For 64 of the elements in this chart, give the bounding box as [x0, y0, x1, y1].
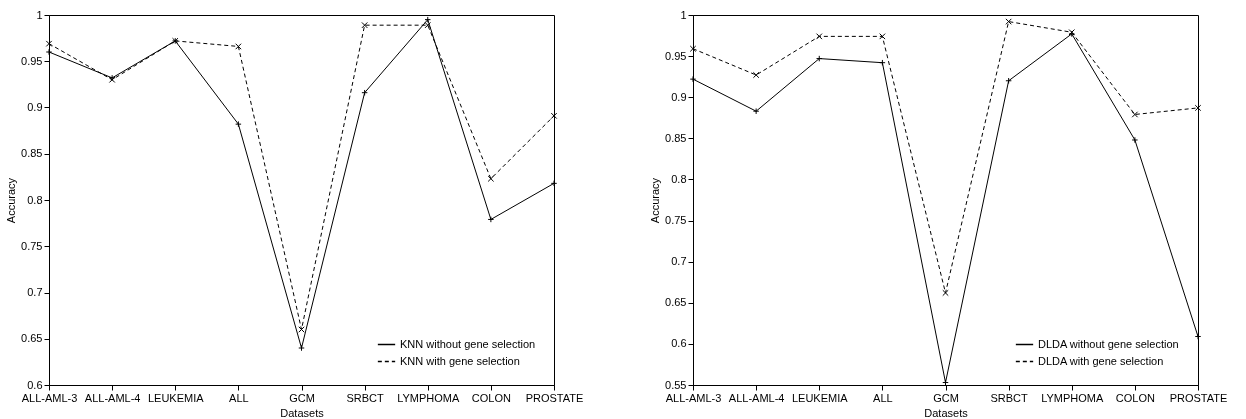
y-tick-label: 0.9: [671, 90, 687, 103]
y-tick-label: 0.8: [671, 172, 687, 185]
point: [1005, 18, 1012, 25]
x-tick-label: ALL-AML-3: [665, 391, 722, 404]
x-tick-label: ALL: [873, 391, 893, 404]
y-tick-label: 0.65: [665, 296, 687, 309]
point: [752, 107, 760, 115]
point: [942, 289, 949, 297]
y-tick-label: 0.75: [21, 239, 43, 252]
legend-label: KNN without gene selection: [400, 337, 536, 350]
x-tick-label: COLON: [471, 391, 511, 404]
point: [752, 71, 760, 79]
y-tick-label: 1: [36, 8, 43, 21]
legend-label: DLDA without gene selection: [1038, 337, 1179, 350]
point: [361, 21, 368, 29]
y-tick-label: 0.9: [27, 101, 43, 113]
point: [487, 175, 495, 182]
x-tick-label: LYMPHOMA: [1041, 391, 1104, 404]
x-tick-label: ALL-AML-4: [84, 391, 141, 404]
point: [879, 33, 886, 40]
point: [487, 216, 495, 223]
x-tick-label: LYMPHOMA: [397, 391, 460, 404]
y-tick-label: 0.8: [27, 193, 43, 206]
y-tick-label: 0.6: [27, 378, 43, 391]
y-tick-label: 0.85: [21, 147, 43, 160]
legend-label: KNN with gene selection: [400, 354, 520, 367]
point: [1131, 111, 1139, 118]
point: [1131, 136, 1139, 144]
x-tick-label: COLON: [1115, 391, 1155, 404]
x-axis-title: Datasets: [280, 406, 325, 419]
point: [298, 344, 305, 352]
x-axis-title: Datasets: [924, 406, 969, 419]
x-tick-label: GCM: [289, 391, 315, 404]
x-tick-label: ALL: [229, 391, 249, 404]
x-tick-label: GCM: [933, 391, 959, 404]
x-tick-label: PROSTATE: [1169, 391, 1228, 404]
y-axis-title: Accuracy: [649, 177, 662, 224]
y-tick-label: 0.7: [27, 286, 43, 298]
point: [1194, 104, 1202, 112]
y-tick-label: 0.7: [671, 255, 687, 268]
legend-label: DLDA with gene selection: [1038, 354, 1164, 367]
point: [45, 40, 53, 47]
y-tick-label: 1: [680, 8, 687, 21]
x-tick-label: LEUKEMIA: [147, 391, 205, 404]
point: [816, 33, 823, 40]
y-tick-label: 0.65: [21, 332, 43, 345]
point: [235, 43, 242, 50]
point: [1005, 77, 1012, 85]
x-tick-label: PROSTATE: [525, 391, 584, 404]
x-tick-label: SRBCT: [990, 391, 1029, 404]
y-tick-label: 0.55: [665, 378, 687, 391]
point: [689, 45, 697, 52]
point: [235, 120, 242, 128]
y-tick-label: 0.6: [671, 337, 687, 350]
x-tick-label: ALL-AML-4: [728, 391, 785, 404]
y-tick-label: 0.75: [665, 214, 687, 227]
y-tick-label: 0.95: [665, 49, 687, 62]
point: [550, 112, 558, 120]
x-tick-label: ALL-AML-3: [21, 391, 78, 404]
y-tick-label: 0.85: [665, 131, 687, 144]
y-axis-title: Accuracy: [5, 177, 18, 224]
x-tick-label: LEUKEMIA: [791, 391, 849, 404]
x-tick-label: SRBCT: [346, 391, 385, 404]
y-tick-label: 0.95: [21, 54, 43, 67]
